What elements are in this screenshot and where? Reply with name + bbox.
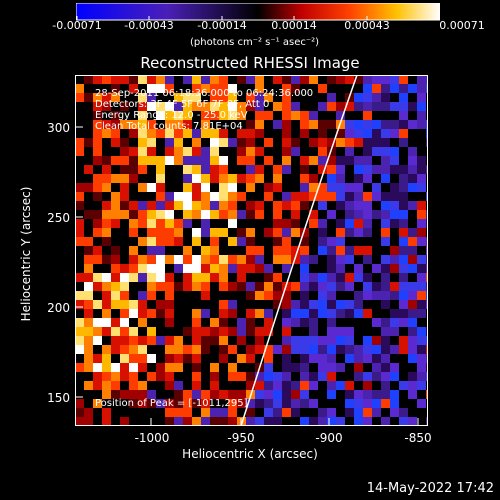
annotation-time: 28-Sep-2011 06:18:36.000 to 06:24:36.000: [95, 88, 314, 99]
colorbar-tick: -0.00014: [197, 19, 247, 32]
colorbar-tick: 0.00071: [439, 19, 485, 32]
annotation-detectors: Detectors: 3F 4F 5F 6F 7F 8F, Att 0: [95, 99, 270, 110]
y-tick: 150: [47, 391, 70, 405]
colorbar-units: (photons cm⁻² s⁻¹ asec⁻²): [190, 37, 320, 48]
y-tick: 250: [47, 211, 70, 225]
colorbar-tick: 0.00014: [271, 19, 317, 32]
x-axis-label: Heliocentric X (arcsec): [182, 447, 318, 461]
annotation-energy: Energy Range: 12.0 - 25.0 keV: [95, 110, 248, 121]
colorbar-tick: -0.00071: [52, 19, 102, 32]
x-tick: -900: [315, 431, 343, 445]
x-tick: -1000: [134, 431, 170, 445]
peak-position-label: Position of Peak = [-1011,295]: [95, 398, 248, 409]
solar-limb-line: [240, 75, 358, 426]
colorbar: [76, 3, 440, 21]
y-tick: 300: [47, 121, 70, 135]
x-tick: -950: [227, 431, 255, 445]
image-title: Reconstructed RHESSI Image: [140, 54, 360, 72]
timestamp: 14-May-2022 17:42: [366, 481, 494, 496]
x-tick: -850: [404, 431, 432, 445]
y-tick: 200: [47, 301, 70, 315]
colorbar-tick: -0.00043: [124, 19, 174, 32]
rhessi-image: [75, 75, 428, 426]
annotation-counts: Clean Total counts: 7.81E+04: [95, 121, 243, 132]
y-axis-label: Heliocentric Y (arcsec): [19, 186, 33, 322]
colorbar-tick: 0.00043: [344, 19, 390, 32]
